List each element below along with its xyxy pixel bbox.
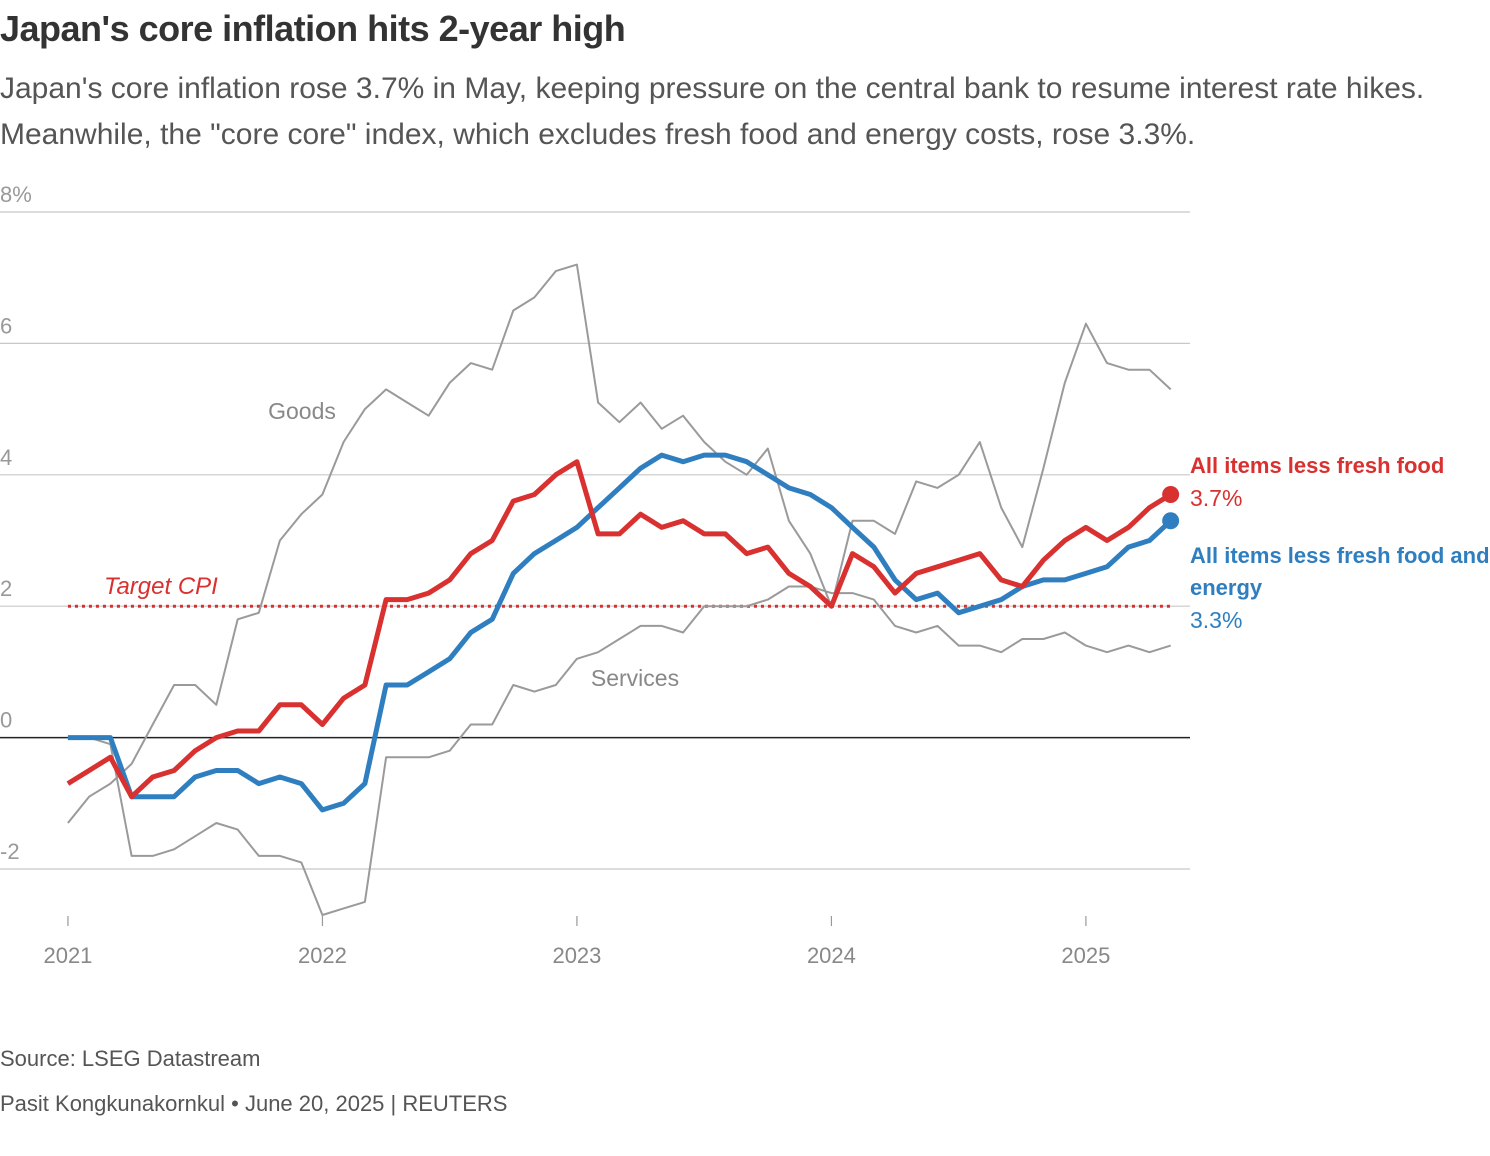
y-tick-label: 4	[0, 445, 12, 470]
end-dot	[1162, 512, 1180, 530]
x-tick-label: 2023	[552, 943, 601, 968]
x-tick-label: 2021	[43, 943, 92, 968]
source: Source: LSEG Datastream	[0, 1046, 261, 1071]
y-tick-label: 2	[0, 576, 12, 601]
series-label: Services	[591, 665, 679, 691]
chart-subtitle: Japan's core inflation rose 3.7% in May,…	[0, 72, 1425, 151]
x-tick-label: 2022	[298, 943, 347, 968]
value-label: 3.7%	[1190, 485, 1242, 511]
y-tick-label: -2	[0, 839, 20, 864]
series-line	[67, 452, 1173, 813]
y-tick-label: 6	[0, 313, 12, 338]
chart-title: Japan's core inflation hits 2-year high	[0, 8, 626, 49]
series-line	[66, 459, 1173, 800]
value-label: 3.3%	[1190, 607, 1242, 633]
end-dot	[1162, 486, 1180, 504]
series-line-thin	[67, 585, 1171, 916]
series-line-thin	[67, 263, 1172, 824]
credit: Pasit Kongkunakornkul • June 20, 2025 | …	[0, 1091, 508, 1116]
series-label: All items less fresh food and energy	[1190, 543, 1490, 600]
target-label: Target CPI	[104, 573, 218, 600]
x-tick-label: 2024	[807, 943, 856, 968]
x-tick-label: 2025	[1061, 943, 1110, 968]
series-label: All items less fresh food	[1190, 453, 1445, 478]
series-label: Goods	[268, 398, 336, 424]
y-tick-label: 8%	[0, 182, 32, 207]
y-tick-label: 0	[0, 708, 12, 733]
